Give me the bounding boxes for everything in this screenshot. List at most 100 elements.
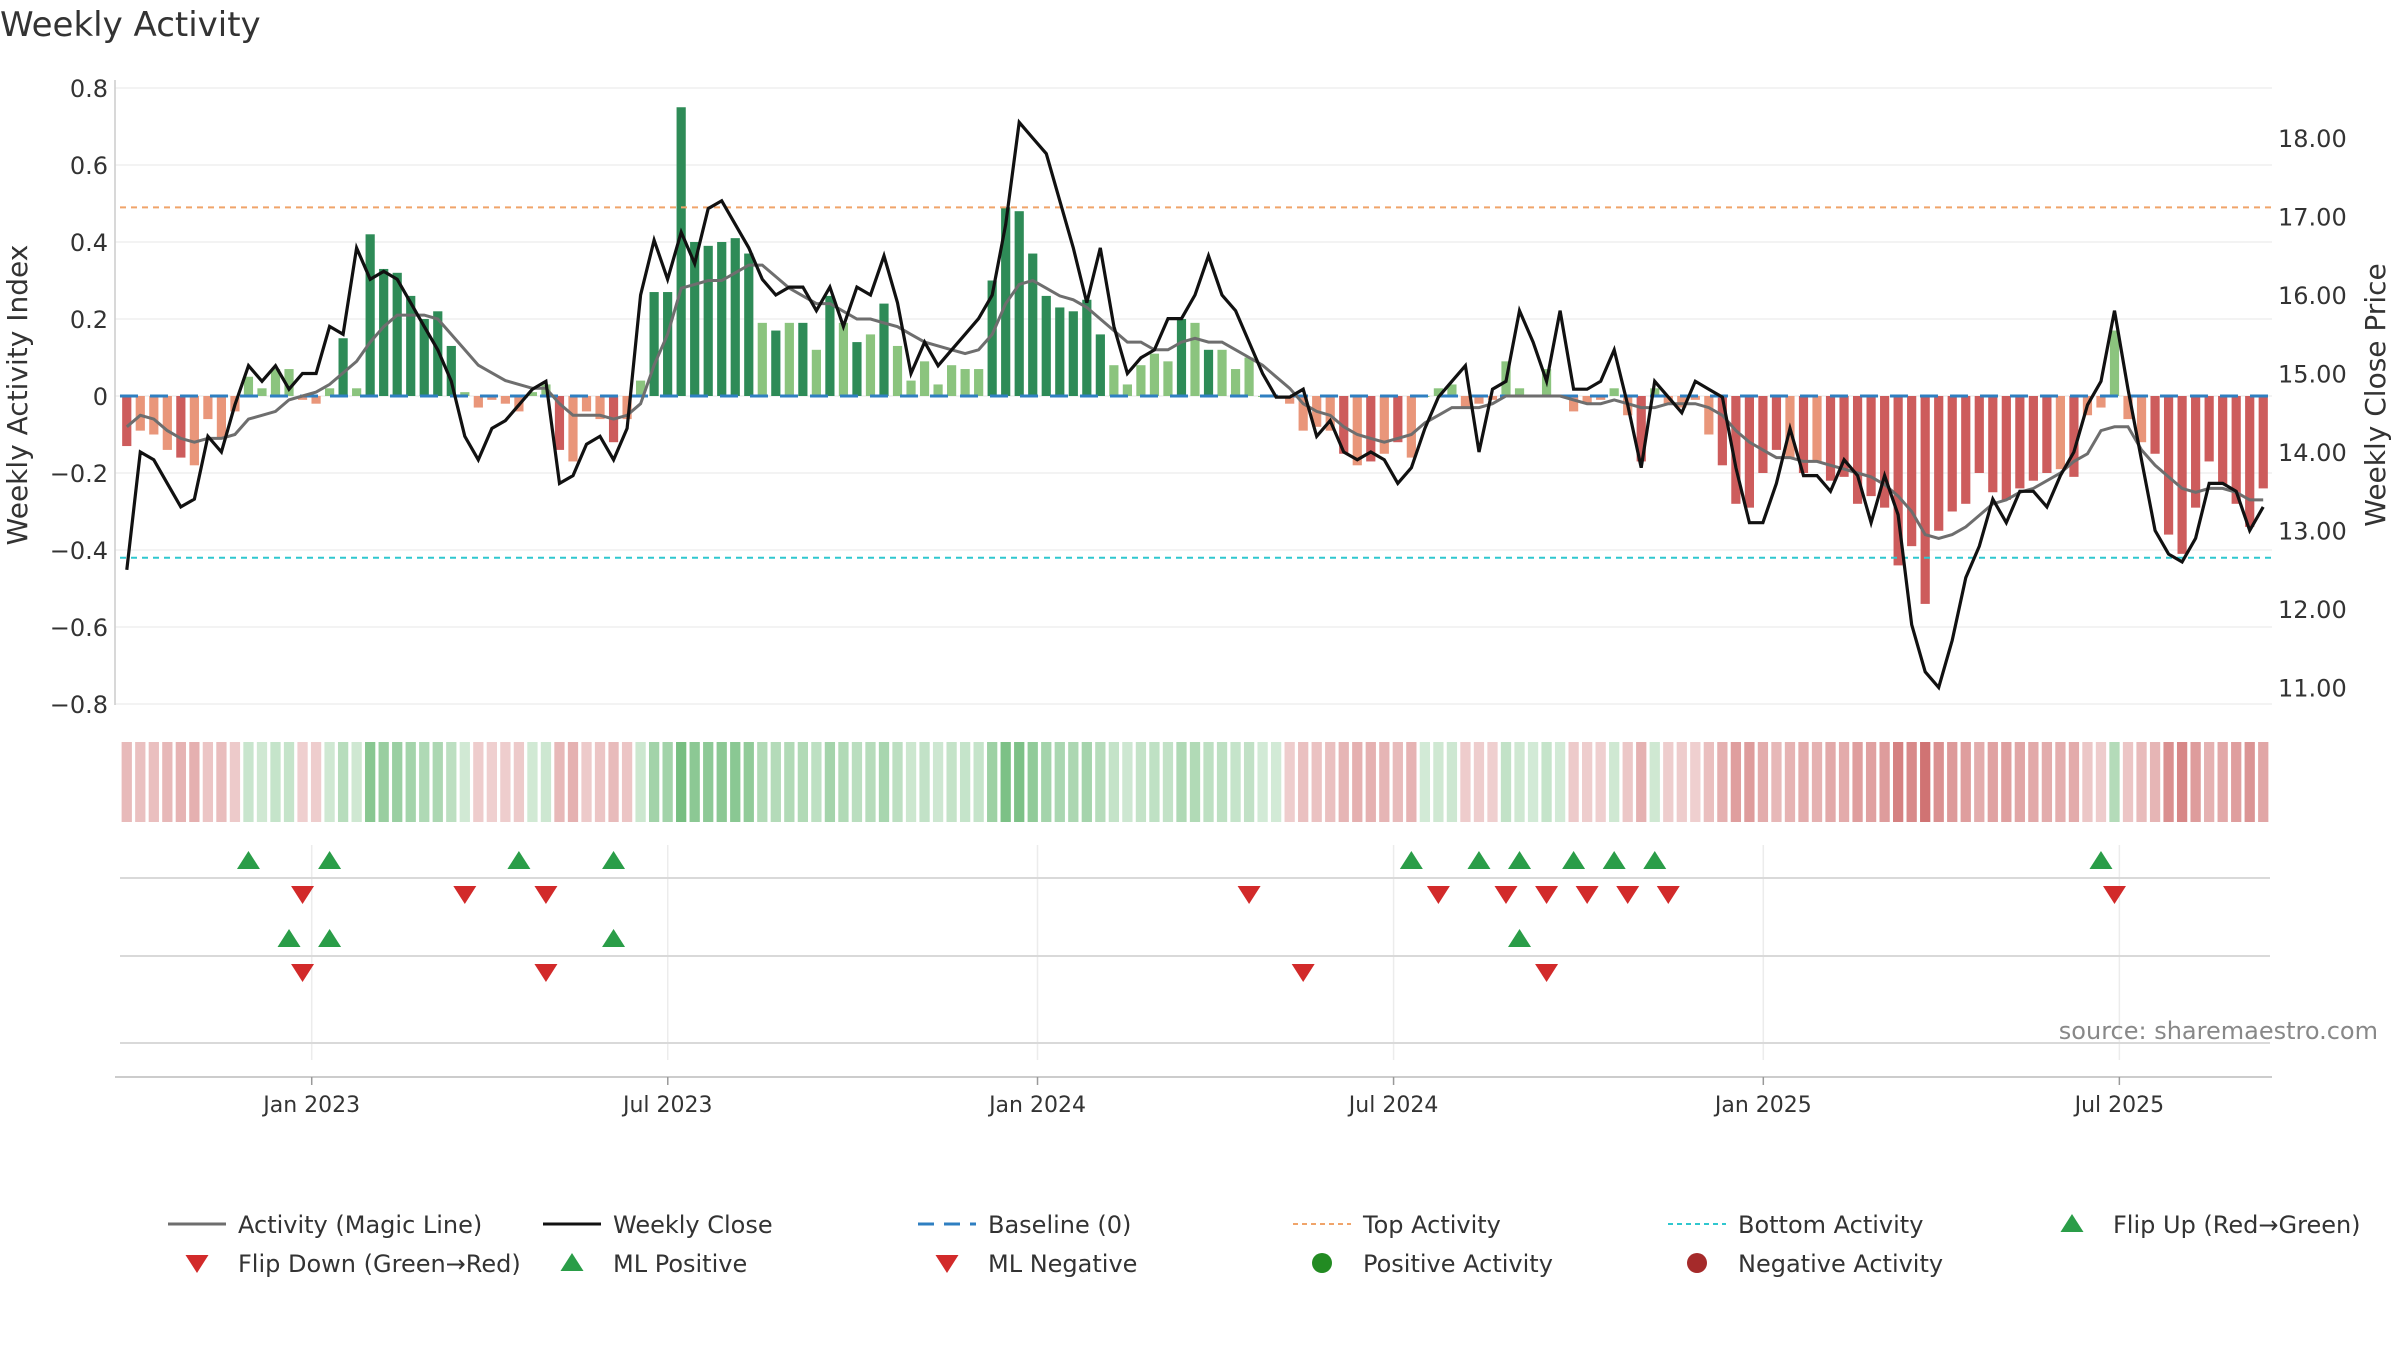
positive-activity-bar bbox=[1650, 388, 1660, 396]
heat-cell bbox=[1865, 742, 1877, 822]
heat-cell bbox=[283, 742, 295, 822]
negative-activity-bar bbox=[2231, 396, 2241, 504]
heat-cell bbox=[2122, 742, 2134, 822]
heat-cell bbox=[1162, 742, 1174, 822]
heat-cell bbox=[621, 742, 633, 822]
negative-activity-bar bbox=[1812, 396, 1822, 462]
negative-activity-bar bbox=[1947, 396, 1957, 512]
heat-cell bbox=[973, 742, 984, 822]
heat-cell bbox=[851, 742, 863, 822]
negative-activity-bar bbox=[135, 396, 145, 431]
heat-cell bbox=[1879, 742, 1890, 822]
heat-cell bbox=[162, 742, 173, 822]
heat-cell bbox=[770, 742, 781, 822]
ml-negative-marker bbox=[534, 964, 558, 982]
positive-activity-bar bbox=[338, 338, 348, 396]
heat-cell bbox=[121, 742, 132, 822]
activity-bars bbox=[122, 107, 2268, 604]
heat-cell bbox=[2217, 742, 2228, 822]
heat-cell bbox=[2082, 742, 2093, 822]
heat-cell bbox=[1744, 742, 1755, 822]
negative-activity-bar bbox=[162, 396, 172, 450]
heat-cell bbox=[2041, 742, 2053, 822]
negative-activity-bar bbox=[1352, 396, 1362, 466]
heat-cell bbox=[1122, 742, 1133, 822]
x-tick-label: Jan 2025 bbox=[1713, 1093, 1812, 1118]
heat-cell bbox=[486, 742, 497, 822]
heat-cell bbox=[1771, 742, 1782, 822]
heat-cell bbox=[1406, 742, 1417, 822]
positive-activity-bar bbox=[879, 303, 889, 396]
heat-cell bbox=[1203, 742, 1214, 822]
legend: Activity (Magic Line) Weekly Close Baselin… bbox=[168, 1211, 2361, 1278]
negative-activity-bar bbox=[595, 396, 605, 420]
heat-cell bbox=[2055, 742, 2066, 822]
heat-cell bbox=[2136, 742, 2147, 822]
right-tick-label: 17.00 bbox=[2278, 204, 2347, 232]
heat-cell bbox=[324, 742, 335, 822]
heat-cell bbox=[1609, 742, 1620, 822]
heat-cell bbox=[1920, 742, 1931, 822]
legend-label: Baseline (0) bbox=[988, 1211, 1131, 1239]
positive-activity-bar bbox=[460, 392, 470, 396]
x-axis-ticks: Jan 2023 Jul 2023 Jan 2024 Jul 2024 Jan 2025… bbox=[261, 1077, 2164, 1118]
positive-activity-bar bbox=[690, 242, 700, 396]
negative-activity-bar bbox=[2258, 396, 2268, 489]
positive-activity-bar bbox=[663, 292, 673, 396]
negative-activity-bar bbox=[1298, 396, 1308, 431]
heat-cell bbox=[1582, 742, 1593, 822]
heat-cell bbox=[1095, 742, 1106, 822]
heat-cell bbox=[527, 742, 538, 822]
heat-cell bbox=[459, 742, 470, 822]
positive-activity-bar bbox=[1109, 365, 1119, 396]
flip-up-marker bbox=[507, 851, 531, 869]
positive-activity-bar bbox=[1068, 311, 1078, 396]
heat-cell bbox=[1893, 742, 1904, 822]
positive-activity-bar bbox=[406, 295, 416, 396]
negative-activity-bar bbox=[176, 396, 186, 458]
legend-up-triangle bbox=[2060, 1214, 2084, 1232]
heat-cell bbox=[1473, 742, 1485, 822]
legend-label: Negative Activity bbox=[1738, 1250, 1943, 1278]
heat-cell bbox=[1622, 742, 1633, 822]
heat-cell bbox=[1568, 742, 1579, 822]
negative-activity-bar bbox=[500, 396, 510, 404]
heat-cell bbox=[1595, 742, 1606, 822]
legend-label: Bottom Activity bbox=[1738, 1211, 1923, 1239]
heat-cell bbox=[1176, 742, 1187, 822]
heat-cell bbox=[365, 742, 376, 822]
legend-down-triangle bbox=[935, 1255, 959, 1273]
negative-activity-bar bbox=[2123, 396, 2133, 420]
positive-activity-bar bbox=[1055, 307, 1065, 396]
legend-up-triangle bbox=[560, 1253, 584, 1271]
heat-cell bbox=[2231, 742, 2242, 822]
positive-activity-bar bbox=[649, 292, 659, 396]
negative-activity-bar bbox=[622, 396, 632, 420]
heat-cell bbox=[500, 742, 511, 822]
x-tick-label: Jul 2024 bbox=[1347, 1093, 1439, 1118]
left-tick-label: 0 bbox=[93, 383, 108, 411]
heat-cell bbox=[473, 742, 484, 822]
heat-cell bbox=[1947, 742, 1958, 822]
heat-cell bbox=[2190, 742, 2201, 822]
negative-activity-bar bbox=[2096, 396, 2106, 408]
heat-cell bbox=[216, 742, 227, 822]
positive-activity-bar bbox=[446, 345, 456, 396]
positive-activity-bar bbox=[676, 107, 686, 396]
heat-cell bbox=[1906, 742, 1917, 822]
heat-cell bbox=[1852, 742, 1863, 822]
negative-activity-bar bbox=[1988, 396, 1998, 493]
heat-cell bbox=[1257, 742, 1268, 822]
heat-cell bbox=[378, 742, 389, 822]
negative-activity-bar bbox=[297, 396, 308, 400]
right-tick-label: 18.00 bbox=[2278, 125, 2347, 153]
positive-activity-bar bbox=[1028, 253, 1038, 396]
heat-cell bbox=[932, 742, 944, 822]
negative-activity-bar bbox=[1866, 396, 1876, 497]
positive-activity-bar bbox=[284, 369, 294, 396]
negative-activity-bar bbox=[1393, 396, 1403, 443]
heat-cell bbox=[310, 742, 322, 822]
positive-activity-bar bbox=[365, 234, 375, 396]
negative-activity-bar bbox=[1636, 396, 1646, 462]
